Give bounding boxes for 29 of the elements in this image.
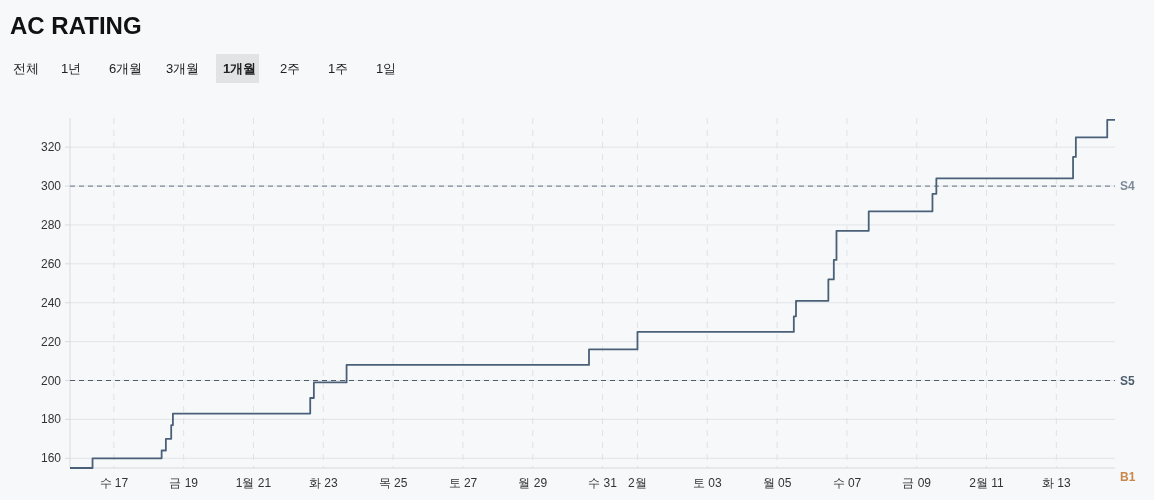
x-tick-label: 화 23 xyxy=(308,476,338,490)
x-tick-label: 목 25 xyxy=(378,476,408,490)
x-tick-label: 토 03 xyxy=(692,476,722,490)
y-tick-label: 300 xyxy=(40,179,62,194)
x-tick-label: 토 27 xyxy=(448,476,478,490)
x-tick-label: 수 17 xyxy=(99,476,129,490)
x-tick-label: 화 13 xyxy=(1041,476,1071,490)
x-tick-label: 금 19 xyxy=(169,476,199,490)
x-tick-label: 2월 xyxy=(628,476,647,490)
y-tick-label: 200 xyxy=(40,373,62,388)
x-tick-label: 월 29 xyxy=(518,476,548,490)
y-tick-label: 180 xyxy=(40,412,62,427)
ref-line-label: S4 xyxy=(1120,179,1135,194)
x-tick-label: 수 31 xyxy=(588,476,618,490)
y-tick-label: 260 xyxy=(40,256,62,271)
y-tick-label: 220 xyxy=(40,334,62,349)
ref-line-label: S5 xyxy=(1120,373,1135,388)
y-tick-label: 160 xyxy=(40,451,62,466)
y-tick-label: 240 xyxy=(40,295,62,310)
x-tick-label: 금 09 xyxy=(902,476,932,490)
chart-title: AC RATING xyxy=(10,12,142,39)
x-tick-label: 1월 21 xyxy=(235,476,272,490)
x-tick-label: 수 07 xyxy=(832,476,862,490)
text: B1 xyxy=(1120,470,1136,484)
x-tick-label: 2월 11 xyxy=(969,476,1005,490)
x-tick-label: 월 05 xyxy=(762,476,792,490)
y-tick-label: 280 xyxy=(40,217,62,232)
range-buttons: 전체 1년 6개월 3개월 1개월 2주 1주 1일 xyxy=(13,54,397,83)
y-tick-label: 320 xyxy=(40,140,62,155)
